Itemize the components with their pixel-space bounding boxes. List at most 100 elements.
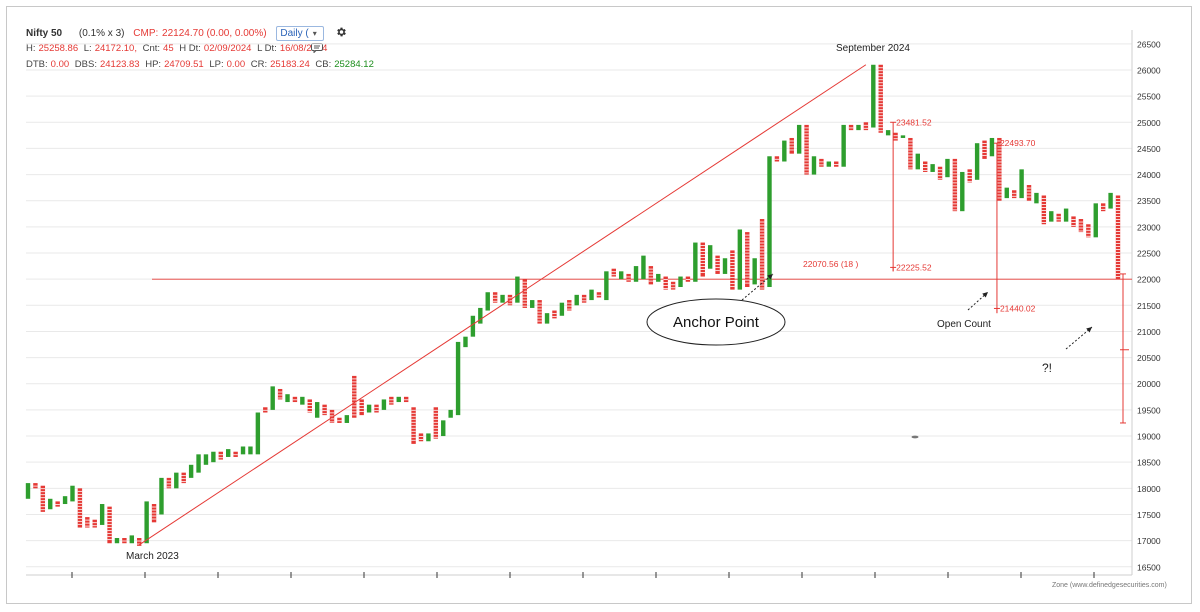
x-column [811,156,817,175]
o-column [166,477,172,489]
y-tick-label: 16500 [1137,562,1161,572]
x-column [974,143,980,180]
x-column [1063,208,1069,222]
x-column [1049,211,1054,222]
x-column [782,140,787,162]
y-tick-label: 20000 [1137,379,1161,389]
o-column [329,409,335,423]
o-column [137,538,142,546]
x-column [478,307,483,324]
dtb-label: DTB: [26,59,48,70]
x-column [226,449,231,457]
x-column [426,433,431,442]
o-column [804,124,809,175]
count-value-label: 23481.52 [896,117,932,127]
gear-icon[interactable] [335,26,347,38]
o-column [730,250,735,290]
o-column [567,300,572,311]
hdt-label: H Dt: [179,43,201,54]
l-label: L: [83,43,92,54]
box-setting: (0.1% x 3) [78,28,125,39]
x-column [641,255,646,280]
count-value-label: 21440.02 [1000,303,1036,313]
o-column [359,399,364,416]
symbol-name: Nifty 50 [26,28,63,39]
x-column [1034,192,1039,204]
header-row-3: DTB: 0.00 DBS: 24123.83 HP: 24709.51 LP: 0.0… [26,59,377,70]
o-column [92,519,97,528]
interval-select[interactable]: Daily (▾ [276,26,324,41]
cmp-label: CMP: [133,28,159,39]
cr-label: CR: [250,59,268,70]
x-column [1093,203,1098,238]
x-column [129,535,135,544]
o-column [322,404,327,416]
x-column [174,472,179,489]
x-column [693,242,698,282]
cr-value: 25183.24 [270,59,310,70]
o-column [552,310,557,319]
y-tick-label: 25500 [1137,92,1161,102]
y-tick-label: 25000 [1137,118,1161,128]
o-column [1071,216,1076,227]
x-column [752,258,757,285]
x-column [737,229,743,290]
x-column [99,504,105,525]
y-tick-label: 26000 [1137,65,1161,75]
x-column [856,124,861,131]
o-column [374,404,379,413]
y-tick-label: 17000 [1137,536,1161,546]
header-row-2: H: 25258.86 L: 24172.10, Cnt: 45 H Dt: 02/09… [26,43,330,54]
stray-mark [911,435,919,439]
question-arrow [1065,326,1093,350]
o-column [893,132,898,141]
annotation-september-2024: September 2024 [836,43,910,54]
chevron-down-icon: ▾ [312,29,317,38]
x-column [500,294,505,303]
l-value: 24172.10, [94,43,137,54]
x-column [203,454,209,465]
o-column [967,169,972,183]
x-column [678,276,683,288]
h-value: 25258.86 [38,43,79,54]
dbs-value: 24123.83 [99,59,140,70]
x-column [515,276,520,303]
x-column [767,156,772,288]
o-column [277,388,283,400]
x-column [618,271,624,280]
y-tick-label: 20500 [1137,353,1161,363]
o-column [670,281,676,290]
ldt-value: 16/08/2024 [279,43,328,54]
y-tick-label: 23500 [1137,196,1161,206]
x-column [989,137,995,157]
y-tick-label: 24000 [1137,170,1161,180]
x-column [144,501,149,544]
x-column [930,164,935,172]
o-column [1100,203,1106,212]
x-column [463,336,468,348]
h-label: H: [26,43,36,54]
o-column [307,399,312,413]
x-column [826,161,832,167]
x-column [656,273,661,282]
o-column [1086,224,1091,238]
x-column [796,124,802,154]
x-column [448,409,453,418]
x-column [960,171,965,212]
x-column [470,315,476,337]
o-column [952,158,958,212]
x-column [530,300,535,308]
open-count-arrow [967,291,989,311]
x-column [114,538,120,544]
anchor-arrow-head [767,274,773,280]
x-column [70,485,75,502]
o-column [663,276,668,290]
x-column [62,496,68,505]
x-column [381,399,387,410]
o-column [433,407,439,439]
o-column [181,472,186,484]
o-column [700,242,705,277]
trend-line [138,64,867,546]
o-column [611,268,616,277]
x-column [633,266,639,282]
